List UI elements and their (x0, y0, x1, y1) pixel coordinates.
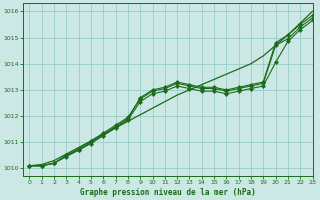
X-axis label: Graphe pression niveau de la mer (hPa): Graphe pression niveau de la mer (hPa) (80, 188, 256, 197)
